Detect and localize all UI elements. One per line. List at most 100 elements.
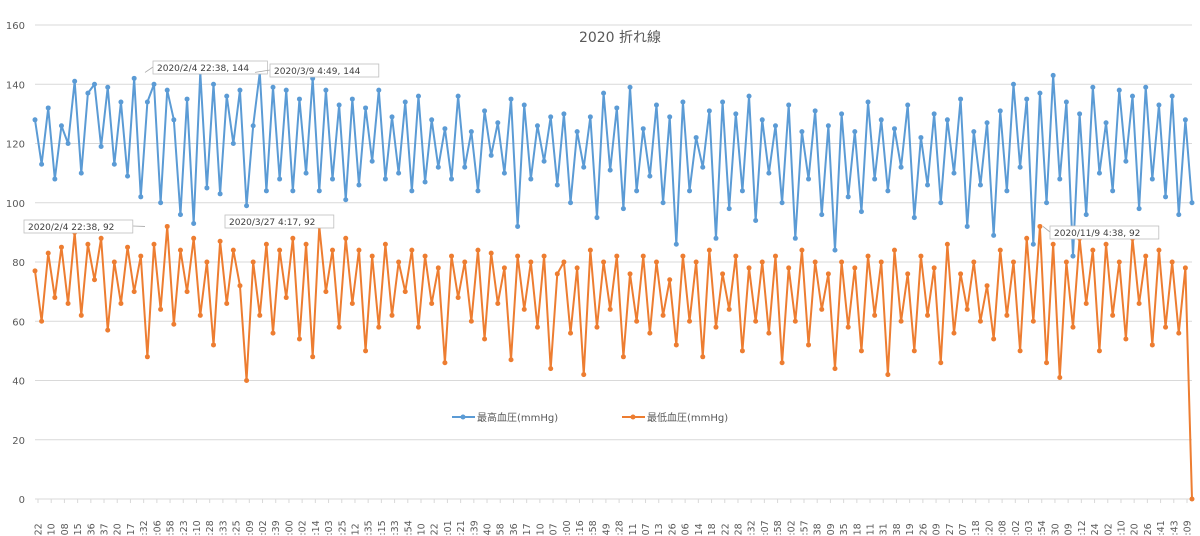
data-point xyxy=(1090,84,1096,90)
legend-item-diastolic[interactable]: 最低血圧(mmHg) xyxy=(622,411,728,424)
x-tick-label: 3:58 xyxy=(496,523,507,536)
data-point xyxy=(521,102,527,108)
x-tick-label: 17:10 xyxy=(1116,520,1127,536)
x-tick-label: 4:35 xyxy=(839,523,850,536)
data-point xyxy=(449,176,455,182)
data-point xyxy=(1037,223,1043,229)
data-point xyxy=(111,259,117,265)
x-tick-label: 4:38 xyxy=(892,523,903,536)
x-tick-label: 4:19 xyxy=(905,523,916,536)
data-point xyxy=(177,212,183,218)
data-point xyxy=(594,324,600,330)
x-tick-label: 19:00 xyxy=(284,520,295,536)
x-tick-label: 19:15 xyxy=(377,520,388,536)
data-point xyxy=(1163,194,1169,200)
data-point xyxy=(1010,259,1016,265)
data-point xyxy=(1143,253,1149,259)
data-point xyxy=(1169,93,1175,99)
data-point xyxy=(634,188,640,194)
x-tick-label: 4:30 xyxy=(1050,523,1061,536)
data-point xyxy=(330,176,336,182)
data-point xyxy=(792,318,798,324)
data-point xyxy=(455,93,461,99)
data-point xyxy=(653,259,659,265)
legend-label-systolic: 最高血圧(mmHg) xyxy=(477,411,558,424)
data-point xyxy=(568,200,574,206)
data-point xyxy=(878,117,884,123)
data-point xyxy=(627,84,633,90)
x-tick-label: 18:33 xyxy=(390,520,401,536)
data-point xyxy=(667,114,673,120)
x-tick-label: 4:07 xyxy=(549,523,560,536)
x-tick-label: 19:21 xyxy=(456,520,467,536)
data-point xyxy=(925,312,931,318)
x-tick-label: 19:02 xyxy=(258,520,269,536)
x-tick-label: 4:10 xyxy=(417,523,428,536)
x-tick-label: 19:09 xyxy=(245,520,256,536)
data-point xyxy=(409,247,415,253)
data-point xyxy=(878,259,884,265)
data-point xyxy=(1103,241,1109,247)
data-point xyxy=(786,102,792,108)
x-tick-label: 19:20 xyxy=(984,520,995,536)
data-point xyxy=(918,253,924,259)
data-point xyxy=(1149,176,1155,182)
x-tick-label: 4:09 xyxy=(932,523,943,536)
data-point xyxy=(52,176,58,182)
data-point xyxy=(58,244,64,250)
data-point xyxy=(521,306,527,312)
callout-box xyxy=(152,60,268,75)
data-point xyxy=(336,324,342,330)
data-point xyxy=(164,223,170,229)
data-point xyxy=(1017,164,1023,170)
y-tick-label: 60 xyxy=(12,317,25,328)
x-tick-label: 4:18 xyxy=(707,523,718,536)
data-point xyxy=(1004,188,1010,194)
data-point xyxy=(125,244,131,250)
data-point xyxy=(171,117,177,123)
data-point xyxy=(766,170,772,176)
data-point xyxy=(660,200,666,206)
data-point xyxy=(548,366,554,372)
y-tick-label: 20 xyxy=(12,436,25,447)
data-point xyxy=(587,114,593,120)
data-point xyxy=(158,200,164,206)
data-point xyxy=(164,87,170,93)
data-point xyxy=(171,321,177,327)
data-point xyxy=(290,188,296,194)
data-point xyxy=(449,253,455,259)
data-point xyxy=(217,238,223,244)
data-point xyxy=(349,96,355,102)
data-point xyxy=(422,253,428,259)
data-point xyxy=(475,247,481,253)
legend-label-diastolic: 最低血圧(mmHg) xyxy=(647,411,728,424)
x-tick-label: 4:11 xyxy=(866,523,877,536)
data-point xyxy=(984,283,990,289)
data-point xyxy=(964,223,970,229)
legend-item-systolic[interactable]: 最高血圧(mmHg) xyxy=(452,411,558,424)
data-point xyxy=(581,372,587,378)
data-point xyxy=(323,289,329,295)
x-tick-label: 21:58 xyxy=(166,520,177,536)
data-point xyxy=(687,188,693,194)
data-label-callout: 2020/3/9 4:49, 144 xyxy=(254,63,380,78)
data-labels: 2020/2/4 22:38, 144 2020/3/9 4:49, 144 202… xyxy=(23,60,1160,240)
data-point xyxy=(1189,200,1195,206)
data-point xyxy=(991,336,997,342)
data-point xyxy=(98,143,104,149)
data-point xyxy=(32,268,38,274)
data-point xyxy=(184,289,190,295)
data-point xyxy=(435,265,441,271)
data-point xyxy=(356,247,362,253)
data-point xyxy=(938,200,944,206)
data-point xyxy=(1163,324,1169,330)
data-point xyxy=(753,218,759,224)
data-point xyxy=(52,295,58,301)
x-tick-label: 4:24 xyxy=(1090,523,1101,536)
data-point xyxy=(620,206,626,212)
y-axis-ticks: 0 20 40 60 80 100 120 140 160 xyxy=(6,21,25,506)
data-label: 2020/2/4 22:38, 144 xyxy=(157,64,249,74)
data-point xyxy=(997,108,1003,114)
data-point xyxy=(1169,259,1175,265)
